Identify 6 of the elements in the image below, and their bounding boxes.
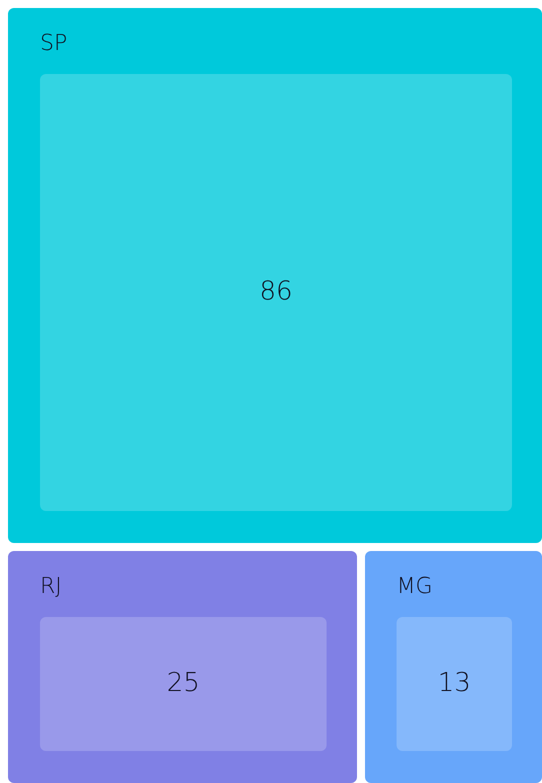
category-label: RJ: [40, 574, 62, 600]
data-label: 25: [166, 668, 200, 698]
data-label: 86: [259, 276, 293, 306]
category-label: SP: [40, 31, 68, 56]
category-label: MG: [396, 574, 433, 600]
data-label: 13: [438, 668, 471, 698]
